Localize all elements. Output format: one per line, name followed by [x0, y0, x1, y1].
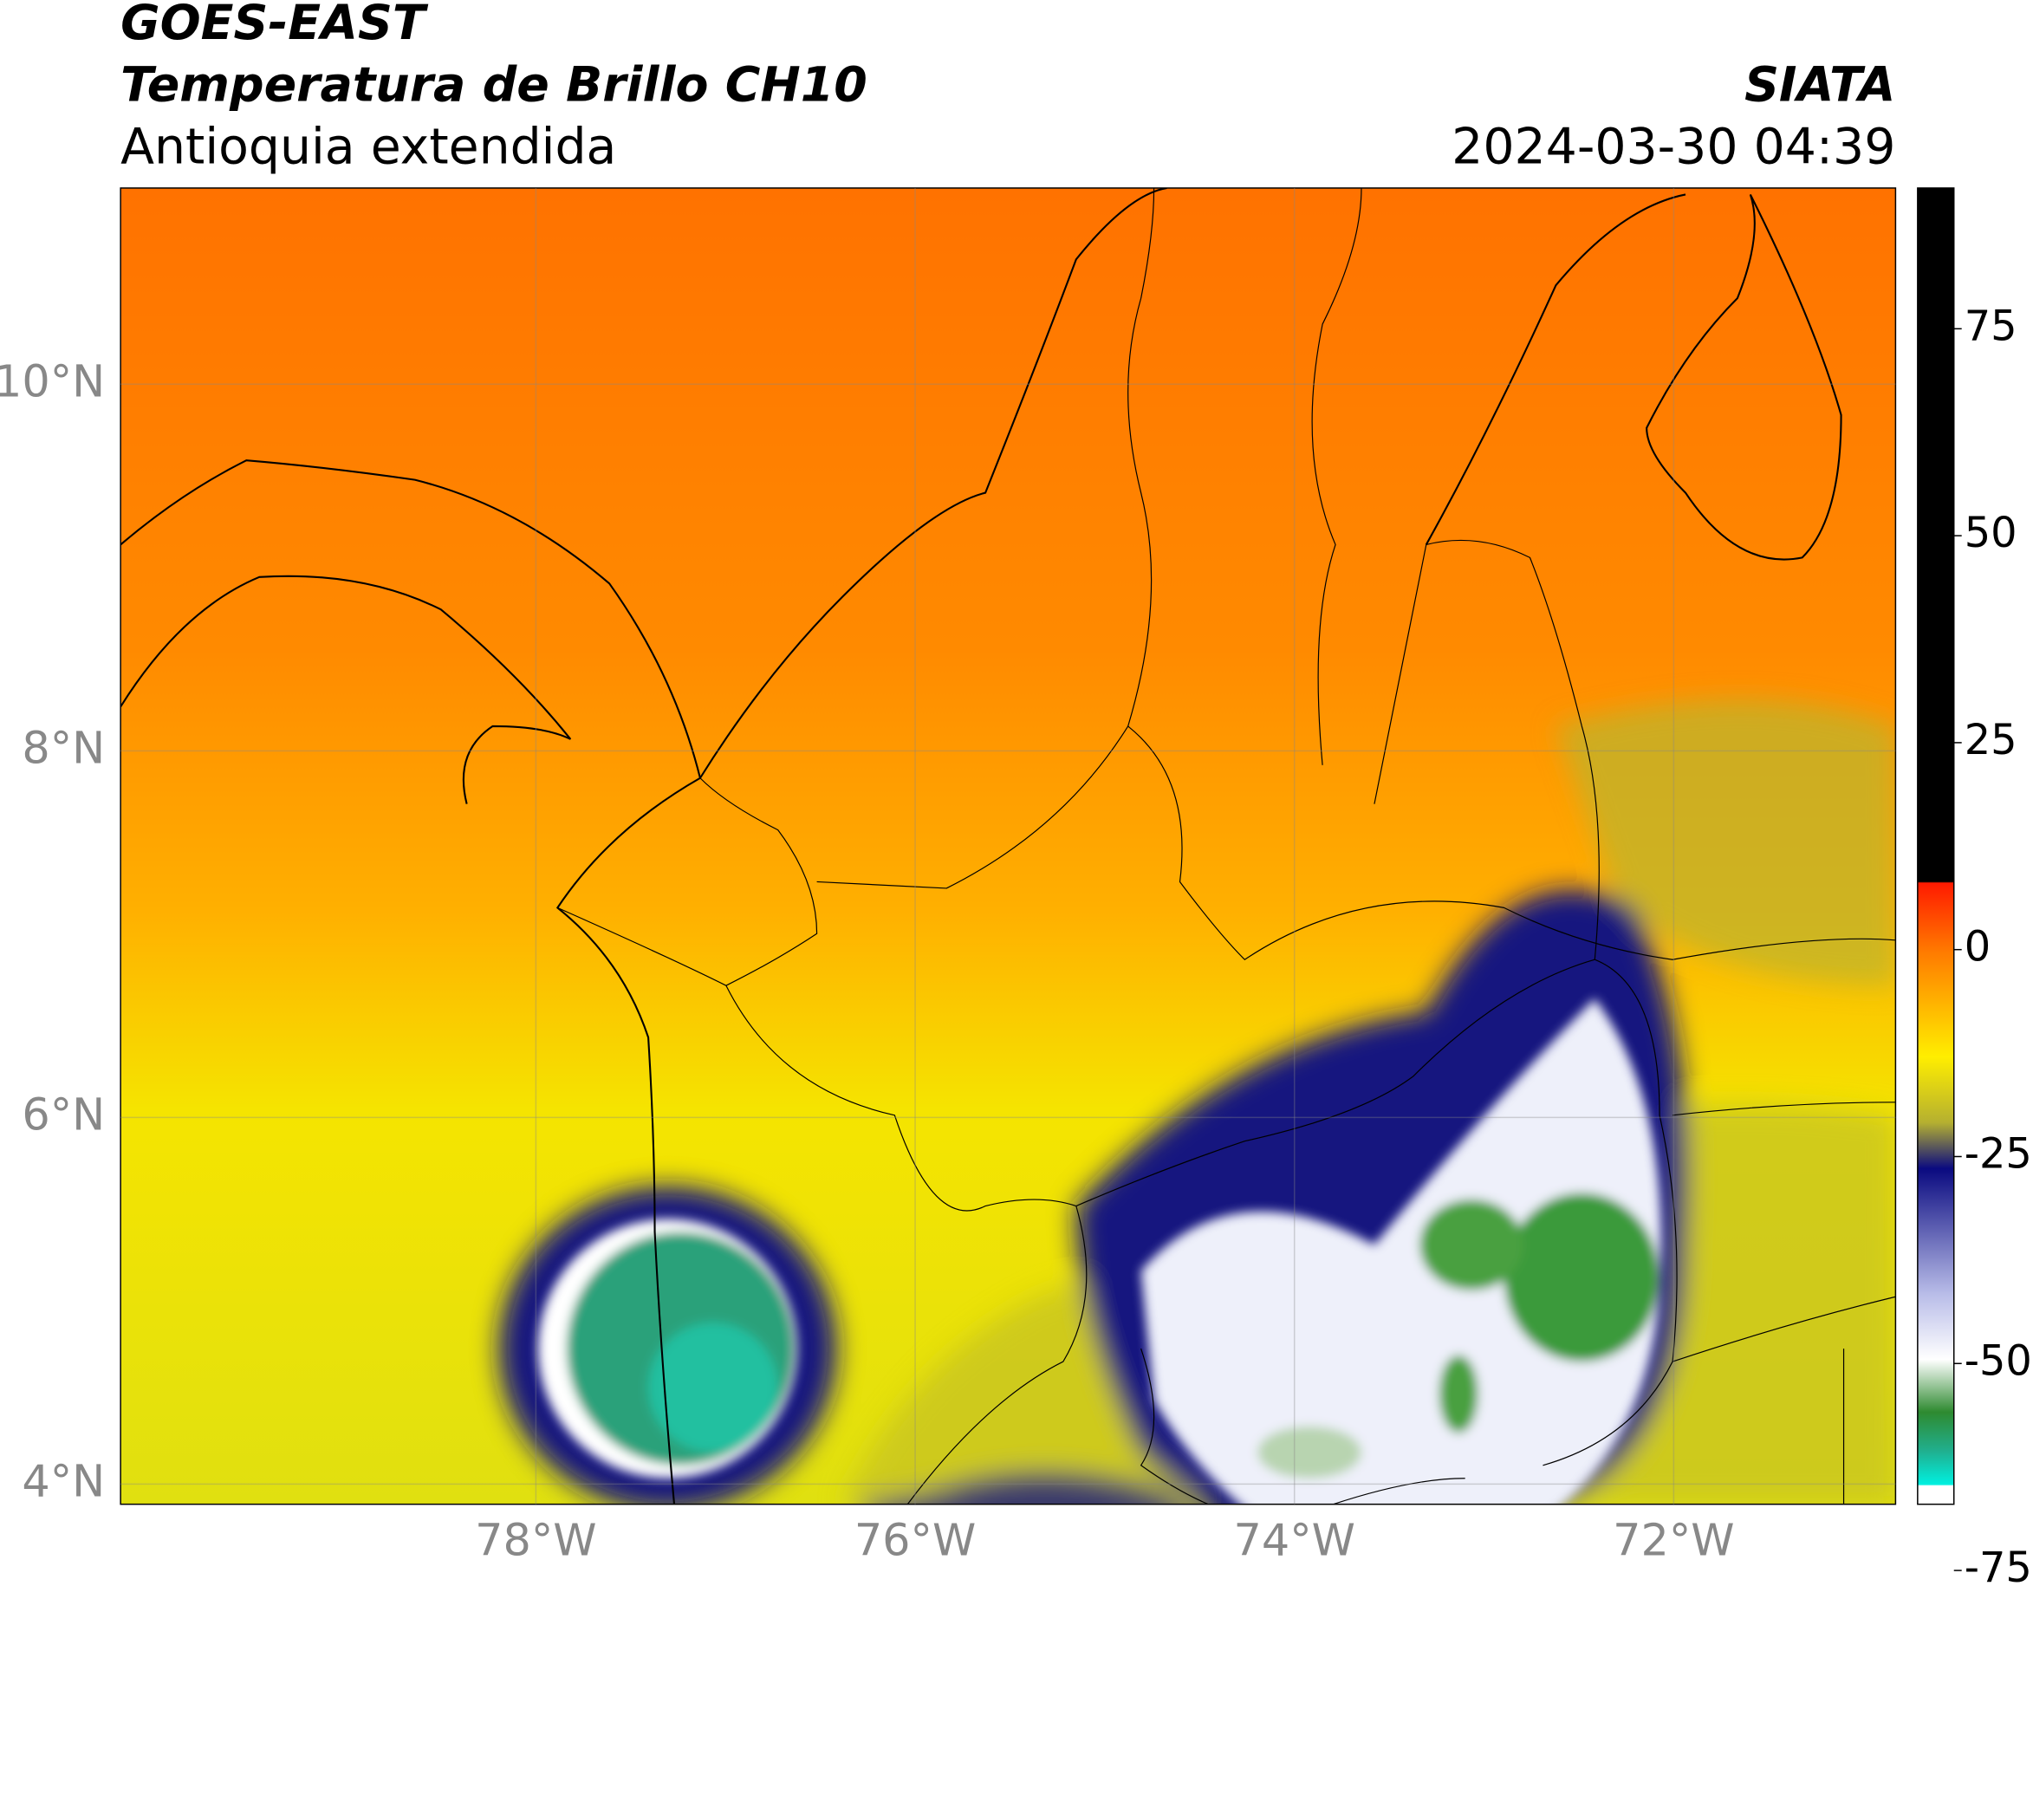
x-tick-label: 72°W: [1613, 1515, 1734, 1566]
region: Antioquia extendida: [120, 119, 616, 176]
borders: [120, 187, 1896, 1505]
colorbar-tick-label: -50: [1965, 1337, 2032, 1385]
map-frame: [120, 187, 1897, 1505]
agency: SIATA: [1744, 58, 1895, 114]
cold-tops: [537, 998, 1662, 1505]
colorbar-tick-label: 0: [1965, 924, 1991, 972]
product: Temperatura de Brillo CH10: [120, 58, 867, 114]
x-tick-label: 74°W: [1233, 1515, 1354, 1566]
colorbar-tick-label: 25: [1965, 717, 2017, 764]
y-tick-label: 10°N: [0, 355, 105, 406]
datetime: 2024-03-30 04:39: [1452, 119, 1895, 176]
y-tick-label: 8°N: [22, 722, 105, 773]
map: [120, 187, 1896, 1505]
y-tick-label: 4°N: [22, 1455, 105, 1506]
y-tick-label: 6°N: [22, 1089, 105, 1140]
colorbar: [1917, 187, 1955, 1505]
colorbar-tick-label: -75: [1965, 1544, 2032, 1592]
source: GOES-EAST: [120, 0, 429, 51]
x-tick-label: 76°W: [854, 1515, 976, 1566]
colorbar-tick-label: -25: [1965, 1130, 2032, 1178]
x-tick-label: 78°W: [475, 1515, 596, 1566]
colorbar-tick-label: 75: [1965, 302, 2017, 350]
colorbar-tick-label: 50: [1965, 510, 2017, 557]
